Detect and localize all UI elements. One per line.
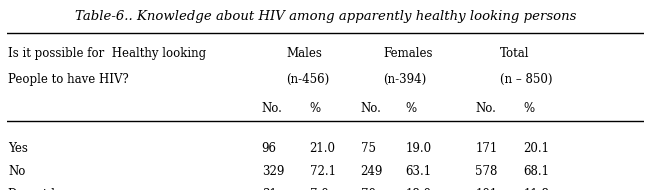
Text: 70: 70 [361,188,376,190]
Text: 7.0: 7.0 [310,188,328,190]
Text: 101: 101 [475,188,497,190]
Text: Is it possible for  Healthy looking: Is it possible for Healthy looking [8,47,206,60]
Text: 11.8: 11.8 [523,188,549,190]
Text: %: % [523,102,534,116]
Text: 18.0: 18.0 [405,188,431,190]
Text: 578: 578 [475,165,498,178]
Text: (n-394): (n-394) [383,73,426,86]
Text: No.: No. [475,102,496,116]
Text: 171: 171 [475,142,497,154]
Text: 72.1: 72.1 [310,165,335,178]
Text: Table-6.. Knowledge about HIV among apparently healthy looking persons: Table-6.. Knowledge about HIV among appa… [75,10,576,23]
Text: 20.1: 20.1 [523,142,549,154]
Text: Yes: Yes [8,142,28,154]
Text: 249: 249 [361,165,383,178]
Text: Do not know: Do not know [8,188,83,190]
Text: Females: Females [383,47,432,60]
Text: People to have HIV?: People to have HIV? [8,73,129,86]
Text: 31: 31 [262,188,277,190]
Text: No: No [8,165,26,178]
Text: No.: No. [361,102,381,116]
Text: 75: 75 [361,142,376,154]
Text: (n – 850): (n – 850) [500,73,552,86]
Text: Total: Total [500,47,529,60]
Text: 329: 329 [262,165,284,178]
Text: (n-456): (n-456) [286,73,329,86]
Text: 68.1: 68.1 [523,165,549,178]
Text: No.: No. [262,102,283,116]
Text: 19.0: 19.0 [405,142,432,154]
Text: 63.1: 63.1 [405,165,432,178]
Text: Males: Males [286,47,322,60]
Text: %: % [405,102,417,116]
Text: 21.0: 21.0 [310,142,335,154]
Text: 96: 96 [262,142,277,154]
Text: %: % [310,102,321,116]
